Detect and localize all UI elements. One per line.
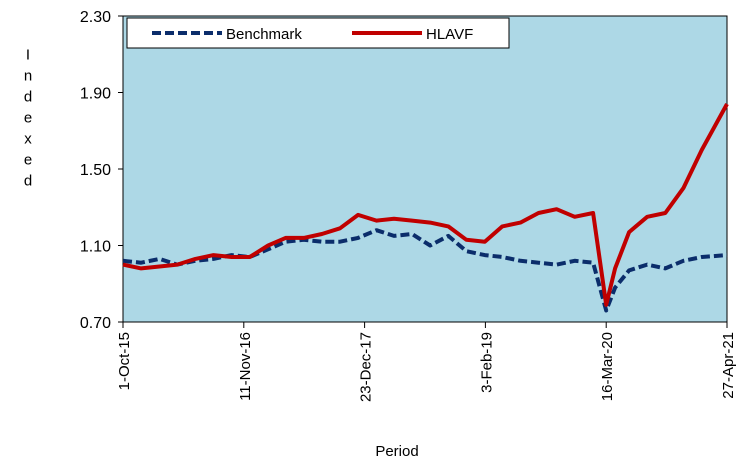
y-tick-label: 1.10 xyxy=(80,239,111,256)
series-line xyxy=(122,103,729,307)
x-tick-label: 16-Mar-20 xyxy=(599,332,616,401)
legend-label: Benchmark xyxy=(226,26,302,43)
x-tick-label: 27-Apr-21 xyxy=(720,332,737,399)
legend: Benchmark HLAVF xyxy=(126,17,510,49)
x-axis-label: Period xyxy=(375,443,418,460)
x-tick-label: 1-Oct-15 xyxy=(116,332,133,390)
plot-area xyxy=(122,15,728,323)
y-tick-label: 1.50 xyxy=(80,162,111,179)
x-tick-label: 23-Dec-17 xyxy=(358,332,375,402)
y-tick-label: 1.90 xyxy=(80,86,111,103)
legend-box xyxy=(126,17,510,49)
x-tick-label: 11-Nov-16 xyxy=(237,332,254,401)
y-axis-label: Indexed xyxy=(20,47,37,194)
legend-label: HLAVF xyxy=(426,26,473,43)
y-tick-label: 0.70 xyxy=(80,315,111,332)
x-tick-label: 3-Feb-19 xyxy=(478,332,495,393)
y-tick-label: 2.30 xyxy=(80,9,111,26)
